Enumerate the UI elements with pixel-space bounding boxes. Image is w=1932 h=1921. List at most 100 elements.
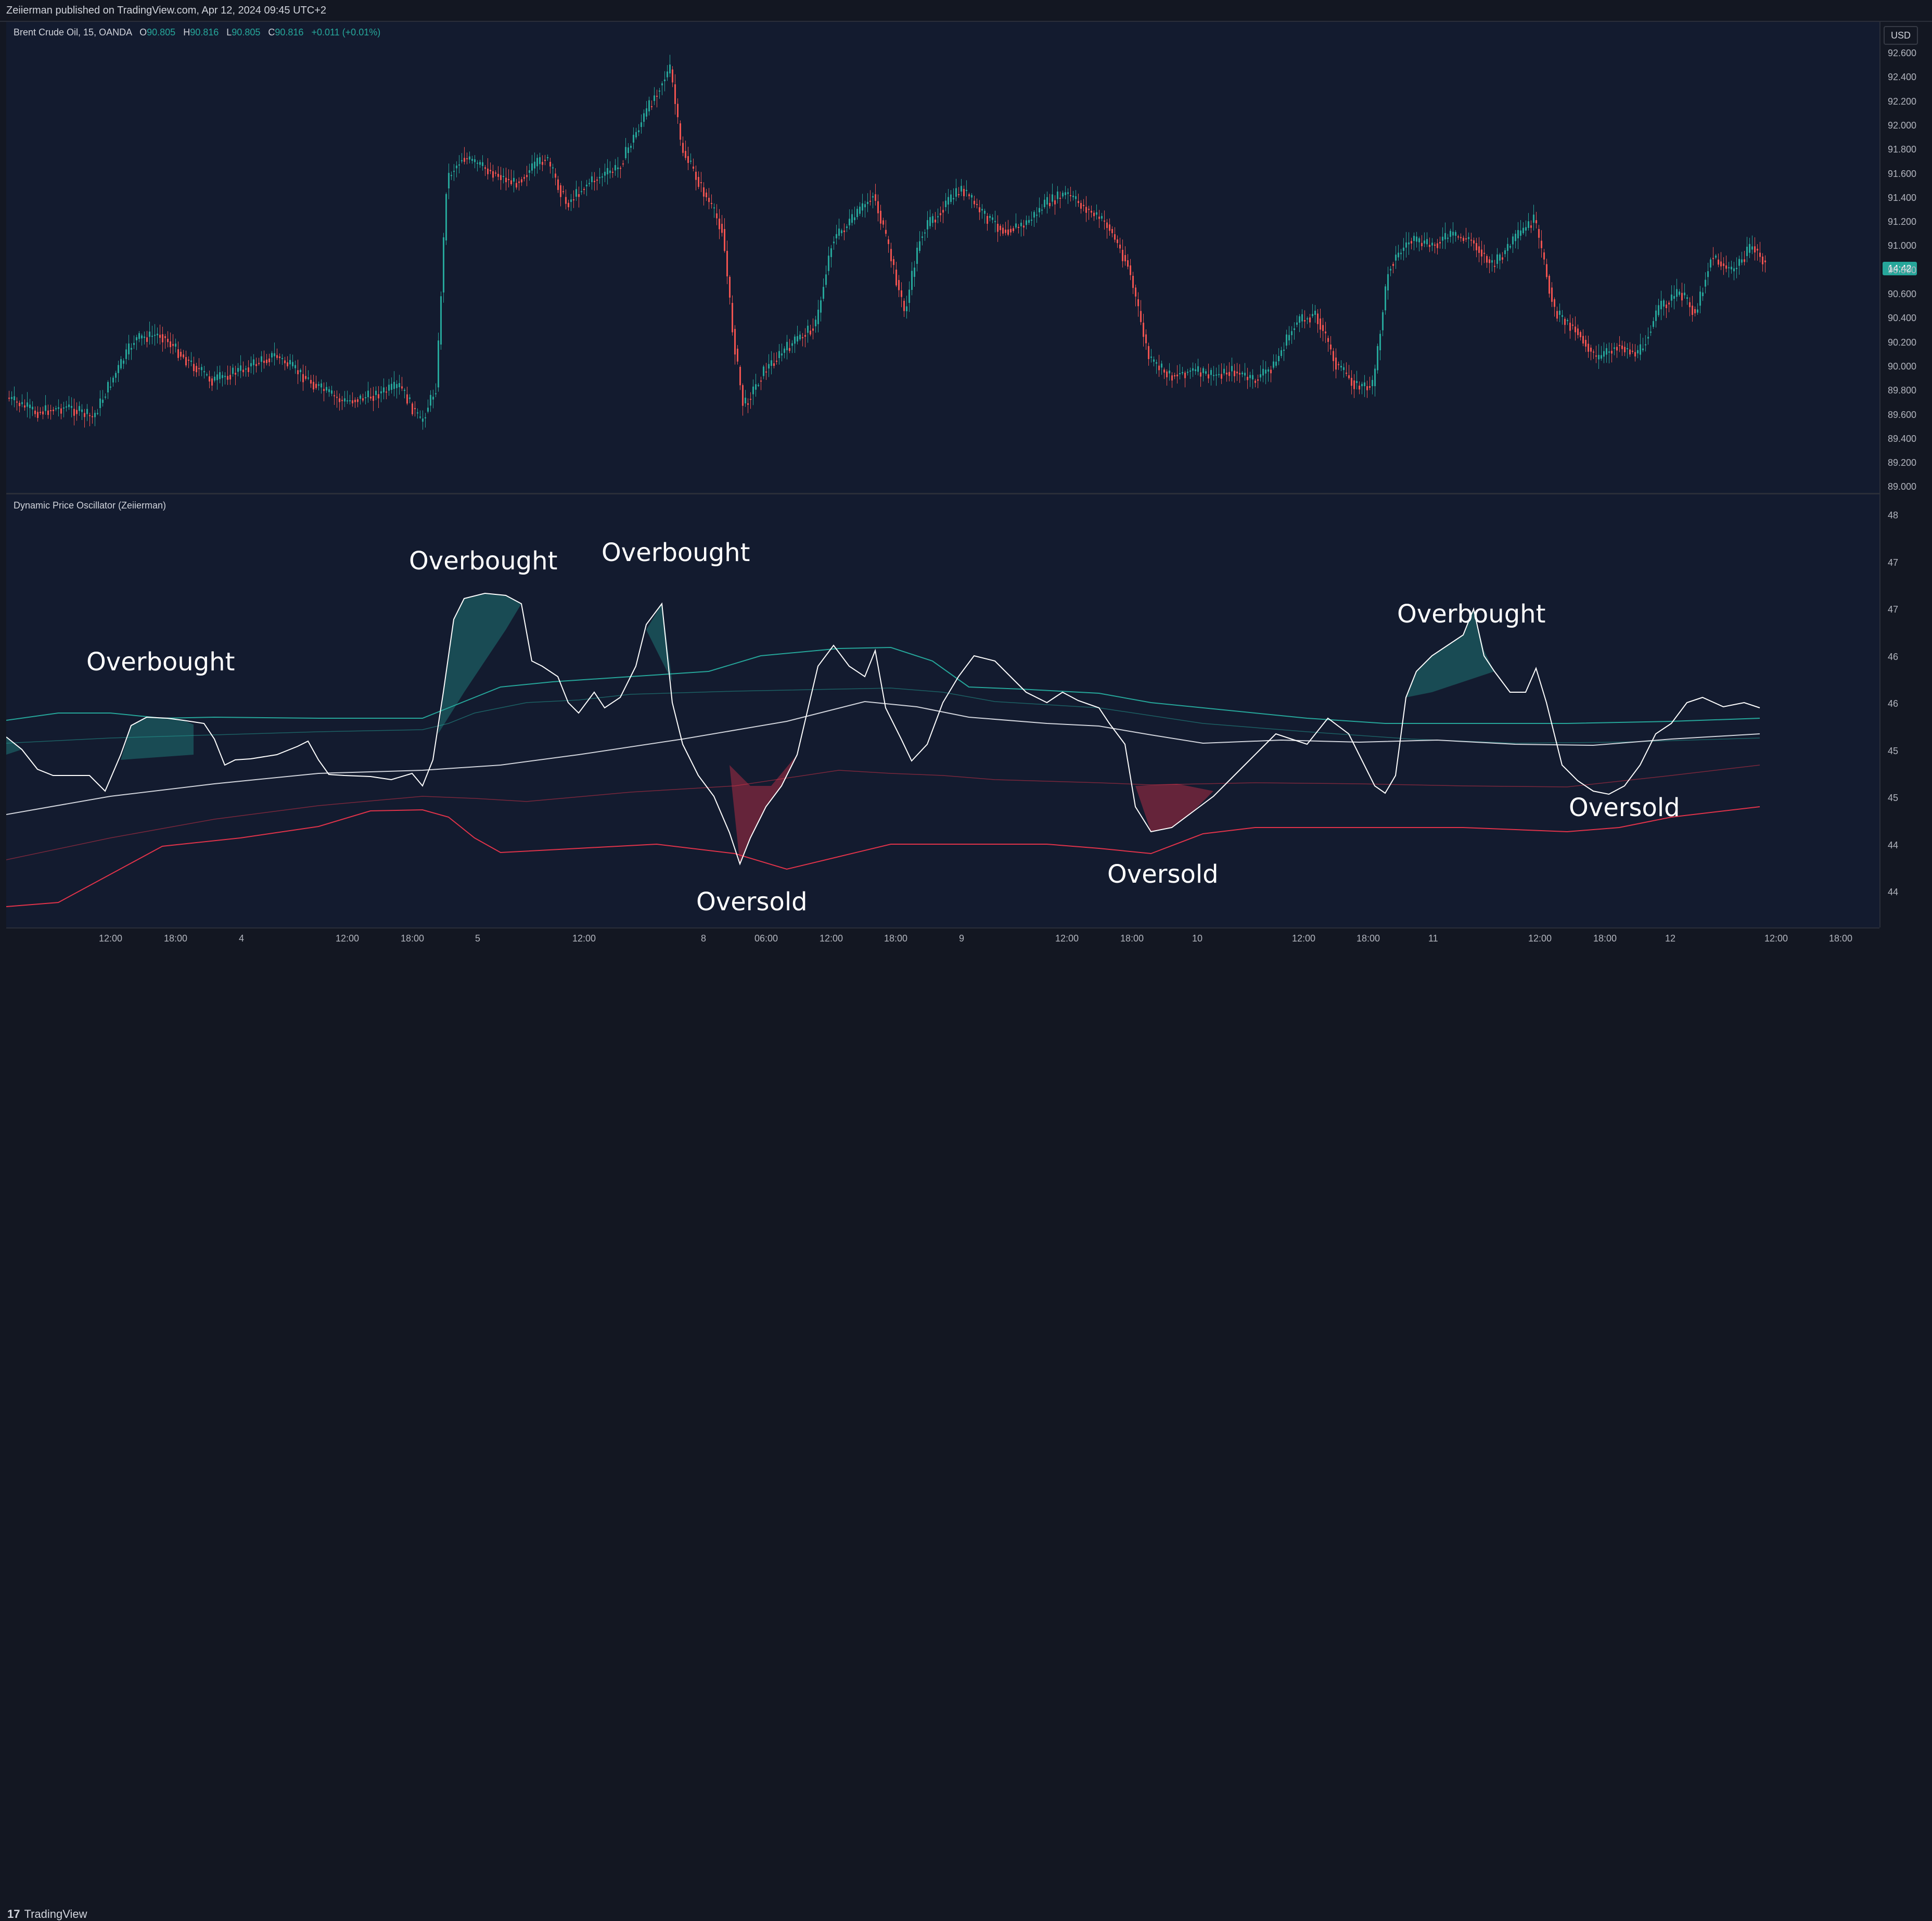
candle [235, 373, 236, 375]
candle [341, 400, 343, 401]
candle [1231, 366, 1233, 372]
price-tick: 89.800 [1888, 385, 1917, 396]
osc-tick: 46 [1888, 698, 1899, 709]
candle [47, 410, 49, 415]
price-tick: 90.400 [1888, 313, 1917, 324]
candle [1512, 236, 1514, 245]
currency-button[interactable]: USD [1884, 26, 1918, 45]
osc-tick: 47 [1888, 604, 1899, 615]
candle [1288, 335, 1290, 340]
candle [617, 167, 619, 169]
candle [50, 410, 52, 411]
candle [716, 213, 718, 219]
candle [318, 384, 319, 386]
candle [1234, 371, 1235, 376]
candle [167, 339, 169, 342]
candle [1450, 231, 1451, 237]
candle [367, 390, 369, 398]
candle [1096, 212, 1097, 215]
candle [471, 159, 473, 161]
candle [1002, 227, 1004, 234]
close-label: C [268, 27, 275, 37]
candle [1593, 351, 1594, 353]
candle [914, 268, 915, 277]
candle [984, 210, 986, 214]
candle [1606, 348, 1607, 355]
indicator-title[interactable]: Dynamic Price Oscillator (Zeiierman) [14, 500, 167, 511]
candle [989, 215, 991, 218]
candle [1679, 291, 1680, 295]
tradingview-logo[interactable]: 17 TradingView [7, 1907, 87, 1921]
candle [1364, 382, 1365, 386]
chart-area[interactable] [6, 22, 1879, 927]
candle [1536, 220, 1537, 223]
candle [1179, 373, 1181, 374]
candle [1252, 375, 1253, 379]
candle [1590, 348, 1592, 352]
candle [63, 407, 65, 409]
candle [862, 203, 863, 211]
candle [276, 355, 278, 358]
candle [1762, 257, 1763, 264]
candle [1361, 384, 1363, 386]
candle [604, 172, 606, 176]
time-axis[interactable] [6, 927, 1879, 952]
candle [856, 209, 858, 217]
price-tick: 89.000 [1888, 481, 1917, 492]
candle [781, 353, 783, 355]
candle [1268, 369, 1269, 372]
candle [1507, 244, 1508, 251]
candle [1619, 345, 1620, 346]
candle [1718, 259, 1719, 265]
candle [1343, 367, 1345, 370]
candle [968, 194, 970, 196]
candle [422, 418, 424, 422]
low-value: 90.805 [232, 27, 261, 37]
annotation-overbought-3: Overbought [602, 538, 750, 567]
candle [105, 396, 106, 398]
candle [529, 170, 530, 173]
candle [1457, 236, 1459, 238]
candle [388, 385, 390, 391]
candle [240, 365, 241, 371]
candle [1036, 214, 1038, 216]
candle [1236, 372, 1238, 374]
candle [1346, 373, 1347, 374]
candle [620, 168, 621, 169]
candle [981, 209, 983, 211]
candle [1049, 203, 1051, 207]
panel-divider[interactable] [6, 493, 1879, 494]
candle [487, 169, 489, 174]
candle [1712, 258, 1714, 259]
candle [1078, 201, 1079, 203]
candle [841, 230, 842, 233]
candle [1692, 306, 1693, 315]
candle [656, 96, 658, 97]
candle [682, 143, 684, 153]
candle [34, 411, 36, 414]
candle [45, 405, 46, 411]
price-axis[interactable] [1879, 22, 1932, 927]
candle [1465, 238, 1467, 239]
candle [516, 183, 517, 188]
candle [1273, 361, 1274, 368]
candle [1546, 264, 1547, 277]
candle [771, 360, 772, 366]
candle [1317, 313, 1319, 324]
candle [877, 201, 879, 213]
candle [828, 256, 829, 271]
candle [27, 402, 28, 407]
candle [1567, 320, 1568, 321]
candle [1429, 245, 1430, 247]
candle [261, 356, 262, 362]
time-tick: 12:00 [336, 933, 360, 944]
candle [693, 167, 694, 169]
candle [1702, 292, 1704, 296]
candle [396, 384, 398, 388]
candle [971, 195, 973, 198]
candle [66, 406, 67, 408]
candle [755, 384, 757, 390]
symbol-legend[interactable]: Brent Crude Oil, 15, OANDA O90.805 H90.8… [14, 27, 380, 38]
candle [297, 370, 299, 375]
candle [344, 398, 346, 402]
